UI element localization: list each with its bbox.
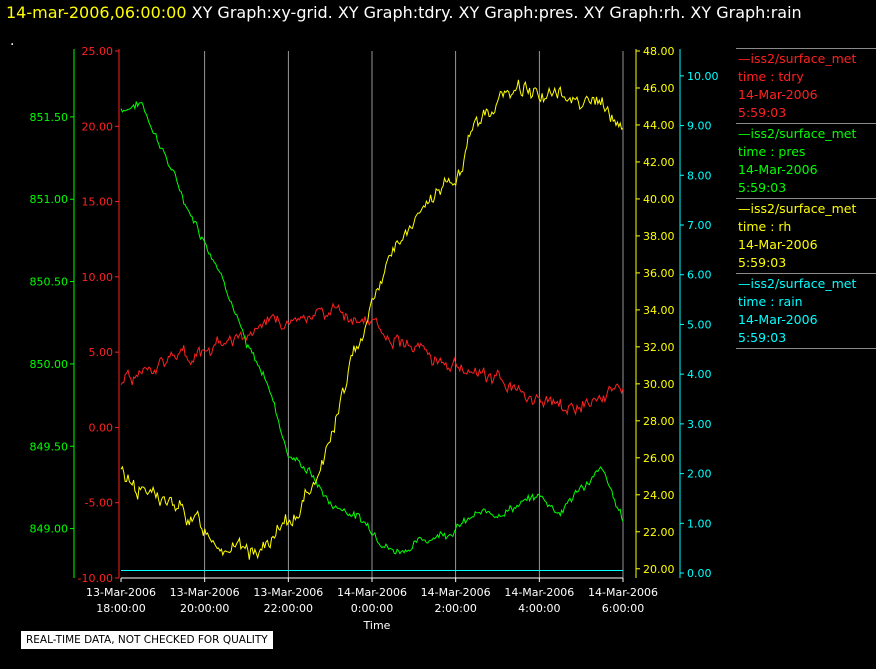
rain-tick-label: 3.00 <box>687 418 712 431</box>
header-graph-labels: XY Graph:xy-grid. XY Graph:tdry. XY Grap… <box>191 3 802 22</box>
x-tick-label: 18:00:00 <box>96 602 145 615</box>
rh-tick-label: 38.00 <box>643 230 675 243</box>
tdry-tick-label: -5.00 <box>85 497 113 510</box>
legend-date: 14-Mar-2006 <box>738 237 818 252</box>
x-tick-label: 14-Mar-2006 <box>504 586 574 599</box>
header-timestamp: 14-mar-2006,06:00:00 <box>6 3 187 22</box>
rh-tick-label: 34.00 <box>643 304 675 317</box>
axes: 13-Mar-2006 18:00:00 13-Mar-2006 20:00:00 13… <box>30 45 719 632</box>
pres-tick-label: 849.50 <box>30 440 69 453</box>
rain-tick-label: 10.00 <box>687 70 719 83</box>
rain-tick-label: 2.00 <box>687 468 712 481</box>
tdry-tick-label: 20.00 <box>82 120 114 133</box>
x-axis-label: Time <box>363 619 391 632</box>
grid-lines <box>204 51 624 578</box>
tdry-tick-label: 15.00 <box>82 196 114 209</box>
legend-time: 5:59:03 <box>738 255 787 270</box>
x-tick-label: 4:00:00 <box>518 602 560 615</box>
tdry-tick-label: 0.00 <box>89 421 114 434</box>
legend-source: —iss2/surface_met <box>738 276 857 291</box>
rh-series-line <box>120 79 624 560</box>
x-tick-label: 2:00:00 <box>434 602 476 615</box>
x-tick-label: 22:00:00 <box>264 602 313 615</box>
rain-tick-label: 0.00 <box>687 567 712 580</box>
rain-tick-label: 4.00 <box>687 368 712 381</box>
legend-source: —iss2/surface_met <box>738 126 857 141</box>
tdry-tick-label: 25.00 <box>82 45 114 58</box>
tdry-tick-label: -10.00 <box>78 572 113 585</box>
legend-label: time : rh <box>738 219 792 234</box>
rh-tick-label: 48.00 <box>643 45 675 58</box>
x-tick-label: 20:00:00 <box>180 602 229 615</box>
x-tick-label: 6:00:00 <box>602 602 644 615</box>
legend-label: time : tdry <box>738 69 804 84</box>
rain-tick-label: 8.00 <box>687 169 712 182</box>
rain-tick-label: 7.00 <box>687 219 712 232</box>
tdry-series-line <box>120 302 624 416</box>
quality-note: REAL-TIME DATA, NOT CHECKED FOR QUALITY <box>21 631 273 649</box>
rh-tick-label: 32.00 <box>643 341 675 354</box>
rh-tick-label: 36.00 <box>643 267 675 280</box>
rain-tick-label: 9.00 <box>687 120 712 133</box>
rain-tick-label: 5.00 <box>687 318 712 331</box>
x-tick-label: 14-Mar-2006 <box>337 586 407 599</box>
rh-tick-label: 46.00 <box>643 82 675 95</box>
legend-date: 14-Mar-2006 <box>738 162 818 177</box>
rh-tick-label: 20.00 <box>643 563 675 576</box>
rh-tick-label: 24.00 <box>643 489 675 502</box>
pres-tick-label: 849.00 <box>30 523 69 536</box>
rh-tick-label: 44.00 <box>643 119 675 132</box>
tdry-tick-label: 5.00 <box>89 346 114 359</box>
pres-series-line <box>120 101 624 555</box>
rh-tick-label: 22.00 <box>643 526 675 539</box>
tdry-tick-label: 10.00 <box>82 271 114 284</box>
rh-tick-label: 30.00 <box>643 378 675 391</box>
legend-label: time : rain <box>738 294 803 309</box>
rain-tick-label: 6.00 <box>687 269 712 282</box>
legend-time: 5:59:03 <box>738 180 787 195</box>
legend: —iss2/surface_met time : tdry 14-Mar-2006 5… <box>736 48 876 349</box>
pres-tick-label: 850.50 <box>30 276 69 289</box>
pres-tick-label: 851.50 <box>30 111 69 124</box>
header-dot: . <box>10 33 15 49</box>
x-tick-label: 13-Mar-2006 <box>86 586 156 599</box>
x-tick-label: 0:00:00 <box>351 602 393 615</box>
legend-source: —iss2/surface_met <box>738 51 857 66</box>
pres-tick-label: 851.00 <box>30 193 69 206</box>
rh-tick-label: 42.00 <box>643 156 675 169</box>
x-tick-label: 13-Mar-2006 <box>253 586 323 599</box>
legend-source: —iss2/surface_met <box>738 201 857 216</box>
rain-tick-label: 1.00 <box>687 517 712 530</box>
legend-time: 5:59:03 <box>738 105 787 120</box>
series-lines <box>120 79 624 571</box>
legend-label: time : pres <box>738 144 806 159</box>
rh-tick-label: 26.00 <box>643 452 675 465</box>
rh-tick-label: 28.00 <box>643 415 675 428</box>
legend-date: 14-Mar-2006 <box>738 312 818 327</box>
legend-time: 5:59:03 <box>738 330 787 345</box>
legend-date: 14-Mar-2006 <box>738 87 818 102</box>
rh-tick-label: 40.00 <box>643 193 675 206</box>
x-tick-label: 14-Mar-2006 <box>421 586 491 599</box>
x-tick-label: 14-Mar-2006 <box>588 586 658 599</box>
pres-tick-label: 850.00 <box>30 358 69 371</box>
x-tick-label: 13-Mar-2006 <box>170 586 240 599</box>
graph-header: 14-mar-2006,06:00:00 XY Graph:xy-grid. X… <box>6 3 802 22</box>
